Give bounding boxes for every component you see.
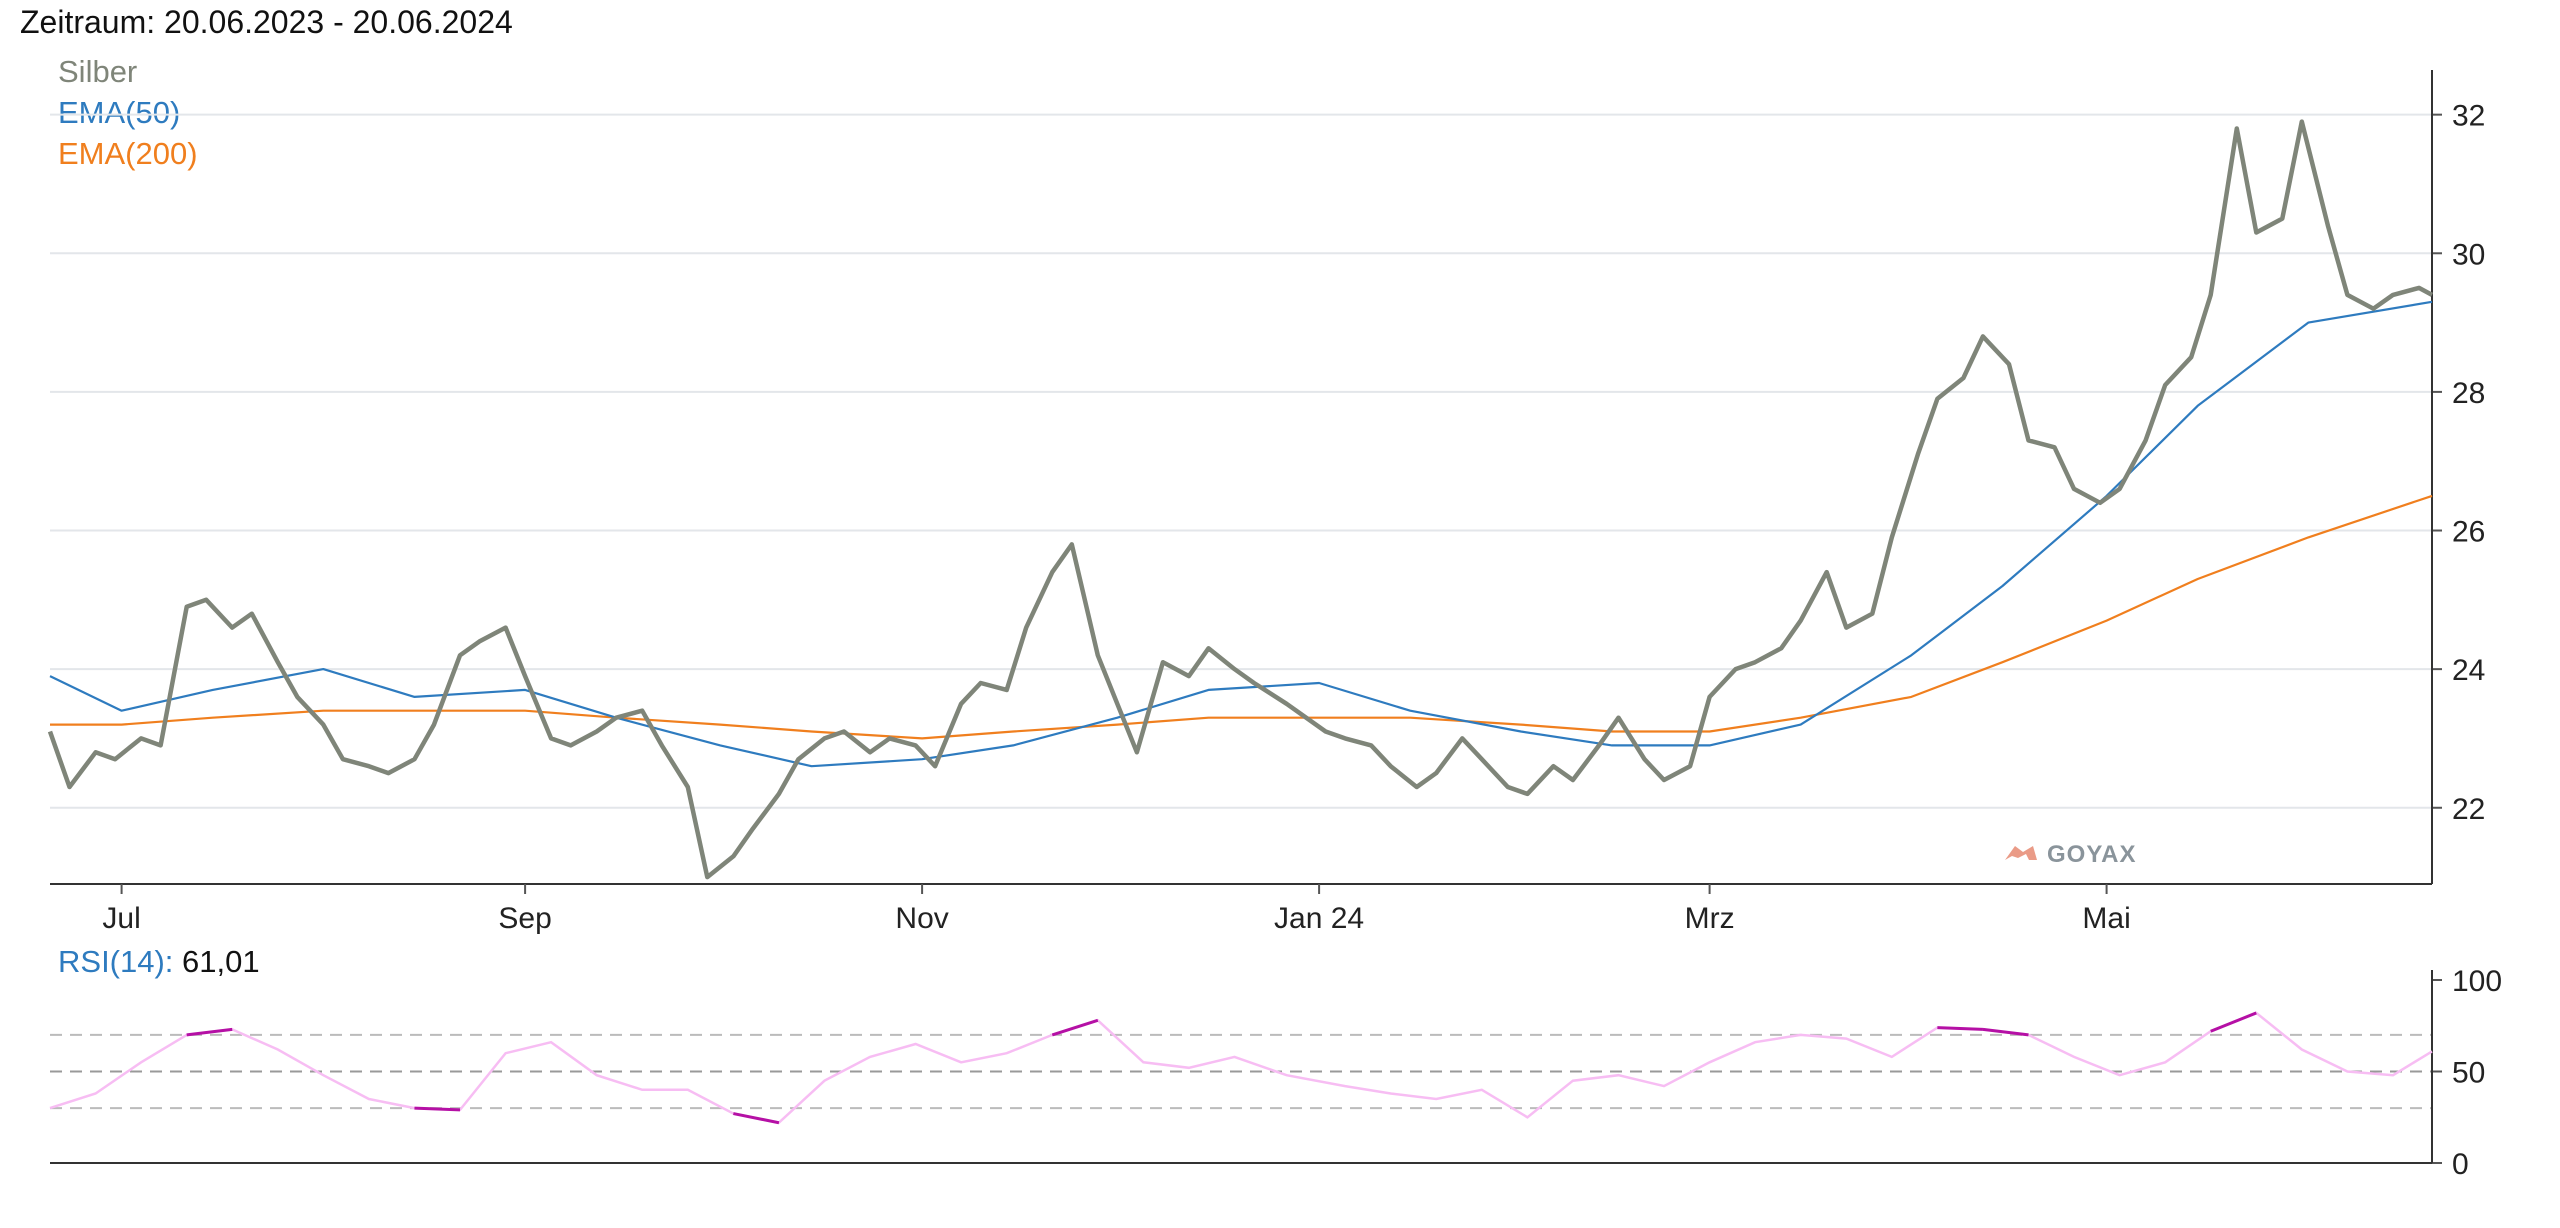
axis-ticks: 22 24 26 28 30 32 Jul Sep Nov Jan 24 Mrz Mai	[50, 70, 2485, 935]
y-tick-label: 22	[2452, 793, 2485, 826]
x-tick-label: Mai	[2082, 902, 2130, 935]
y-tick-label: 30	[2452, 238, 2485, 271]
watermark-text: GOYAX	[2047, 841, 2136, 868]
series-line-ema200	[50, 494, 2433, 740]
rsi-extreme-segment	[733, 1112, 780, 1125]
legend-label-silber: Silber	[58, 54, 138, 89]
rsi-tick-label: 50	[2452, 1057, 2485, 1090]
x-tick-label: Sep	[498, 902, 551, 935]
x-tick-label: Mrz	[1685, 902, 1735, 935]
grid-lines	[50, 113, 2432, 809]
rsi-extreme-segment	[1937, 1026, 1983, 1031]
x-tick-label: Nov	[895, 902, 948, 935]
rsi-current-value: 61,01	[182, 944, 260, 979]
y-tick-label: 28	[2452, 377, 2485, 410]
rsi-indicator-name: RSI(14):	[58, 944, 174, 979]
legend-entry-silber: Silber	[58, 54, 137, 90]
rsi-extreme-segment	[414, 1106, 461, 1112]
rsi-extreme-segment	[1982, 1027, 2029, 1037]
series-lines	[47, 119, 2434, 880]
rsi-line	[49, 1011, 2433, 1125]
y-tick-label: 26	[2452, 516, 2485, 549]
series-line-ema50	[49, 300, 2433, 768]
rsi-extreme-segment	[1051, 1018, 1099, 1037]
rsi-extreme-segment	[2210, 1011, 2257, 1033]
rsi-tick-label: 0	[2452, 1148, 2469, 1181]
bull-icon	[2005, 846, 2037, 860]
x-tick-label: Jan 24	[1274, 902, 1364, 935]
chart-title: Zeitraum: 20.06.2023 - 20.06.2024	[20, 4, 513, 40]
y-tick-label: 24	[2452, 654, 2485, 687]
rsi-panel: 0 50 100	[49, 965, 2502, 1181]
legend-label-ema50: EMA(50)	[58, 95, 181, 130]
series-line-silber	[47, 119, 2434, 880]
legend-label-ema200: EMA(200)	[58, 136, 198, 171]
goyax-watermark: GOYAX	[2005, 841, 2136, 868]
x-tick-label: Jul	[102, 902, 140, 935]
rsi-tick-label: 100	[2452, 965, 2502, 998]
y-tick-label: 32	[2452, 100, 2485, 133]
rsi-extreme-segment	[186, 1027, 233, 1037]
rsi-label: RSI(14): 61,01	[58, 944, 260, 980]
legend-entry-ema200: EMA(200)	[58, 136, 198, 172]
legend-entry-ema50: EMA(50)	[58, 95, 180, 131]
